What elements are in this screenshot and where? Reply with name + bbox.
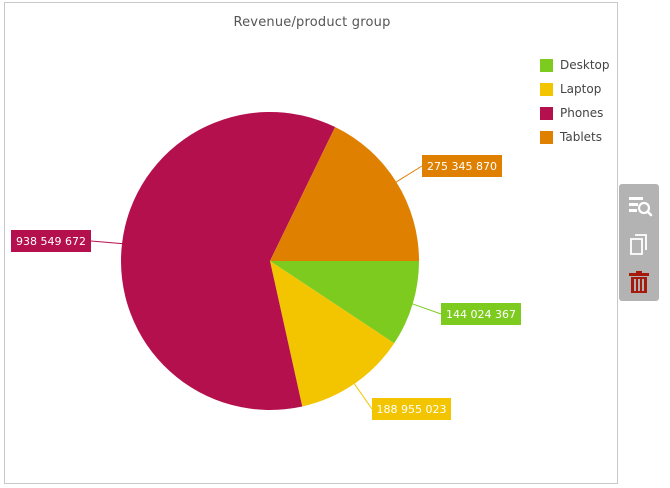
legend-label: Tablets bbox=[560, 130, 602, 144]
chart-toolbar bbox=[619, 184, 659, 301]
data-label-desktop: 144 024 367 bbox=[446, 308, 516, 321]
legend-item-desktop[interactable]: Desktop bbox=[540, 53, 610, 77]
copy-button[interactable] bbox=[619, 224, 659, 260]
leader-line-desktop bbox=[412, 303, 442, 315]
leader-line-tablets bbox=[396, 165, 423, 183]
legend-label: Desktop bbox=[560, 58, 610, 72]
leader-line-laptop bbox=[353, 383, 373, 410]
chart-legend: Desktop Laptop Phones Tablets bbox=[540, 53, 610, 149]
data-label-phones: 938 549 672 bbox=[16, 235, 86, 248]
legend-swatch bbox=[540, 82, 553, 96]
data-label-box-phones bbox=[11, 230, 91, 252]
copy-icon bbox=[630, 234, 647, 255]
legend-label: Laptop bbox=[560, 82, 602, 96]
data-label-box-laptop bbox=[372, 398, 451, 420]
leader-line-phones bbox=[90, 240, 123, 245]
data-label-box-desktop bbox=[441, 303, 521, 325]
legend-label: Phones bbox=[560, 106, 604, 120]
inspect-data-icon bbox=[629, 197, 653, 217]
data-label-box-tablets bbox=[422, 155, 502, 177]
chart-title: Revenue/product group bbox=[233, 15, 391, 30]
pie-slice-tablets[interactable] bbox=[270, 126, 419, 261]
inspect-data-button[interactable] bbox=[619, 187, 659, 223]
pie-slice-phones[interactable] bbox=[120, 111, 336, 410]
legend-item-laptop[interactable]: Laptop bbox=[540, 77, 610, 101]
legend-item-tablets[interactable]: Tablets bbox=[540, 125, 610, 149]
legend-swatch bbox=[540, 106, 553, 120]
legend-swatch bbox=[540, 130, 553, 144]
data-label-tablets: 275 345 870 bbox=[427, 160, 497, 173]
pie-slice-desktop[interactable] bbox=[270, 261, 420, 344]
chart-panel: Revenue/product group 144 024 367 188 955… bbox=[4, 2, 618, 484]
data-label-laptop: 188 955 023 bbox=[377, 403, 447, 416]
legend-item-phones[interactable]: Phones bbox=[540, 101, 610, 125]
pie-slice-laptop[interactable] bbox=[270, 261, 395, 407]
delete-button[interactable] bbox=[619, 264, 659, 300]
legend-swatch bbox=[540, 58, 553, 72]
trash-icon bbox=[629, 271, 649, 293]
pie-chart: 144 024 367 188 955 023 938 549 672 275 345… bbox=[11, 111, 521, 420]
